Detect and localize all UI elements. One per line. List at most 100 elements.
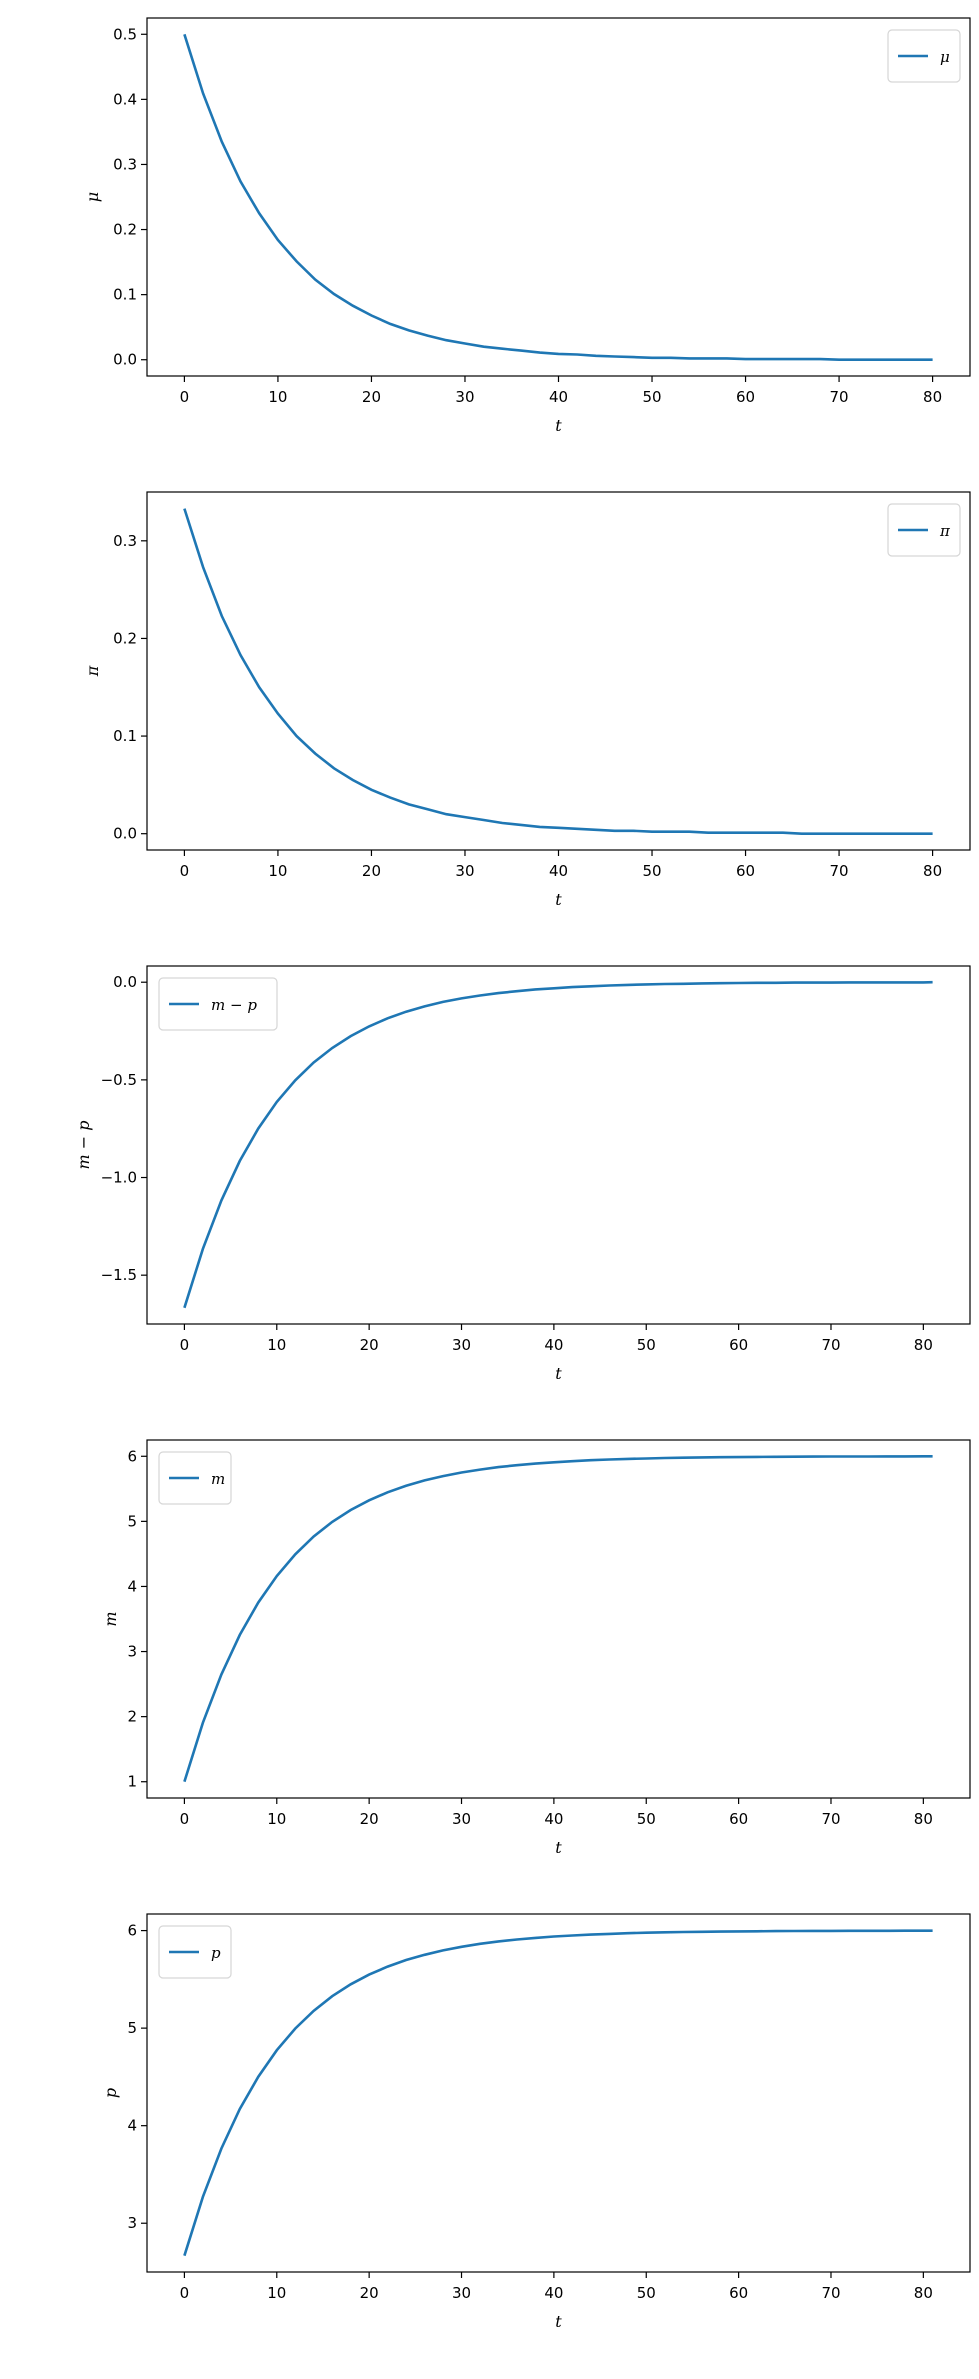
x-axis-label: t [555,890,562,909]
y-tick-label: 0.1 [113,286,137,304]
x-tick-label: 80 [923,862,942,880]
x-tick-label: 40 [544,2284,563,2302]
axes-frame [146,491,971,851]
y-tick-label: 0.3 [113,532,137,550]
series-line [183,1455,933,1783]
legend-label: π [939,522,951,540]
series-line [183,1929,933,2257]
x-tick-label: 30 [452,2284,471,2302]
legend-label: μ [940,48,950,66]
x-tick-label: 0 [180,1810,190,1828]
x-tick-label: 40 [544,1810,563,1828]
x-axis-label: t [555,416,562,435]
subplot-2: 0 10 20 30 40 50 60 70 80 0.0 0.1 0.2 0.3 t π π [83,491,971,909]
subplot-3: 0 10 20 30 40 50 60 70 80 0.0 −0.5 −1.0 −1.5 t m − p m … [74,965,971,1383]
x-tick-label: 60 [736,388,755,406]
x-tick-label: 30 [452,1810,471,1828]
legend-label: m [211,1470,225,1488]
x-tick-label: 70 [821,2284,840,2302]
x-tick-label: 30 [455,862,474,880]
x-tick-label: 60 [729,2284,748,2302]
x-tick-label: 70 [821,1336,840,1354]
y-tick-label: 0.0 [113,973,137,991]
y-axis-label: μ [83,192,102,202]
y-tick-label: 0.0 [113,825,137,843]
subplot-5: 0 10 20 30 40 50 60 70 80 3 4 5 6 t p p [101,1913,971,2331]
x-tick-label: 60 [729,1336,748,1354]
y-tick-label: 5 [127,1512,137,1530]
series-line [183,980,933,1309]
legend-label: m − p [211,996,257,1014]
y-tick-label: −1.0 [101,1169,137,1187]
y-tick-label: 2 [127,1708,137,1726]
y-tick-label: 6 [127,1922,137,1940]
y-axis-label: π [83,665,102,677]
x-tick-label: 50 [637,1810,656,1828]
legend: m [158,1451,232,1505]
subplot-1: 0 10 20 30 40 50 60 70 80 0.0 0.1 0.2 0.3 0.4 0.5 t μ μ [83,17,971,435]
axes-frame [146,17,971,377]
y-tick-label: 4 [127,1577,137,1595]
x-tick-label: 50 [637,2284,656,2302]
y-tick-label: 4 [127,2117,137,2135]
y-tick-label: 3 [127,1643,137,1661]
x-tick-label: 10 [267,1810,286,1828]
x-axis-label: t [555,1838,562,1857]
x-tick-label: 0 [180,862,190,880]
y-tick-label: 0.0 [113,351,137,369]
y-tick-label: 0.4 [113,90,137,108]
y-tick-label: −0.5 [101,1071,137,1089]
x-tick-label: 70 [830,862,849,880]
series-line [183,508,933,836]
x-tick-label: 40 [549,862,568,880]
legend: μ [887,29,961,83]
axes-frame [146,1439,971,1799]
x-tick-label: 50 [642,388,661,406]
y-axis-label: p [101,2088,120,2098]
y-tick-label: 0.2 [113,221,137,239]
x-tick-label: 30 [455,388,474,406]
y-tick-label: 1 [127,1773,137,1791]
x-tick-label: 0 [180,388,190,406]
y-tick-label: 3 [127,2214,137,2232]
legend-label: p [211,1944,221,1962]
legend: m − p [158,977,278,1031]
x-tick-label: 60 [729,1810,748,1828]
y-tick-label: 0.1 [113,727,137,745]
y-tick-label: 0.2 [113,629,137,647]
x-tick-label: 80 [923,388,942,406]
x-tick-label: 20 [360,1336,379,1354]
x-tick-label: 20 [360,1810,379,1828]
legend: p [158,1925,232,1979]
x-tick-label: 80 [914,1810,933,1828]
legend: π [887,503,961,557]
y-tick-label: 6 [127,1447,137,1465]
x-tick-label: 10 [268,862,287,880]
y-tick-label: 0.5 [113,25,137,43]
legend-box [158,977,278,1031]
x-tick-label: 10 [268,388,287,406]
y-tick-label: 0.3 [113,155,137,173]
subplot-4: 0 10 20 30 40 50 60 70 80 1 2 3 4 5 6 t m m [101,1439,971,1857]
x-tick-label: 60 [736,862,755,880]
x-axis-label: t [555,2312,562,2331]
x-axis-label: t [555,1364,562,1383]
axes-frame [146,965,971,1325]
x-tick-label: 80 [914,2284,933,2302]
axes-frame [146,1913,971,2273]
y-axis-label: m [101,1611,120,1626]
x-tick-label: 40 [549,388,568,406]
x-tick-label: 20 [360,2284,379,2302]
x-tick-label: 40 [544,1336,563,1354]
y-tick-label: −1.5 [101,1266,137,1284]
x-tick-label: 10 [267,2284,286,2302]
x-tick-label: 20 [362,388,381,406]
x-tick-label: 0 [180,2284,190,2302]
x-tick-label: 70 [821,1810,840,1828]
x-tick-label: 70 [830,388,849,406]
x-tick-label: 50 [642,862,661,880]
x-tick-label: 50 [637,1336,656,1354]
y-axis-label: m − p [74,1121,93,1170]
x-tick-label: 0 [180,1336,190,1354]
